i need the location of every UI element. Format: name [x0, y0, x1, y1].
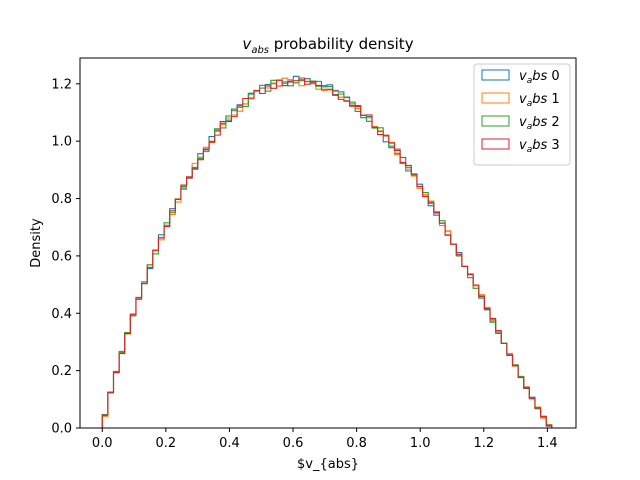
legend-swatch-0 — [481, 69, 510, 81]
axes-frame — [79, 57, 577, 429]
y-tick-label: 0.4 — [51, 307, 72, 322]
y-tick-label: 0.8 — [51, 192, 72, 207]
series-layer — [101, 75, 553, 428]
x-tick-label: 1.0 — [410, 436, 431, 451]
legend-label-0: vabs 0 — [519, 69, 560, 86]
y-tick-label: 1.2 — [51, 77, 72, 92]
y-axis-ticks: 0.0 0.2 0.4 0.6 0.8 1.0 1.2 — [51, 77, 80, 437]
x-tick-label: 1.2 — [473, 436, 494, 451]
x-tick-label: 1.4 — [537, 436, 558, 451]
x-axis-ticks: 0.0 0.2 0.4 0.6 0.8 1.0 1.2 1.4 — [92, 428, 558, 451]
x-tick-label: 0.0 — [92, 436, 113, 451]
y-tick-label: 1.0 — [51, 135, 72, 150]
legend-box — [473, 63, 571, 166]
plot-area — [79, 57, 577, 429]
title-main: v — [242, 35, 252, 53]
title-sub: abs — [251, 45, 269, 56]
legend-label-2: vabs 2 — [519, 115, 560, 132]
y-tick-label: 0.6 — [51, 249, 72, 264]
x-tick-label: 0.8 — [346, 436, 367, 451]
y-axis-label: Density — [29, 218, 44, 268]
title-rest: probability density — [269, 35, 414, 53]
legend-swatch-2 — [481, 115, 510, 127]
legend-label-1: vabs 1 — [519, 92, 560, 109]
legend-swatch-3 — [481, 138, 510, 150]
legend-items: vabs 0 vabs 1 vabs 2 vabs 3 — [481, 69, 560, 155]
y-tick-label: 0.2 — [51, 364, 72, 379]
chart-title: vabs probability density — [242, 35, 413, 56]
legend-swatch-1 — [481, 92, 510, 104]
x-tick-label: 0.2 — [156, 436, 177, 451]
legend: vabs 0 vabs 1 vabs 2 vabs 3 — [473, 63, 571, 166]
series-step-3 — [101, 77, 553, 428]
legend-label-3: vabs 3 — [519, 138, 560, 155]
x-tick-label: 0.6 — [283, 436, 304, 451]
x-tick-label: 0.4 — [219, 436, 240, 451]
y-tick-label: 0.0 — [51, 422, 72, 437]
x-axis-label: $v_{abs} — [297, 457, 359, 472]
